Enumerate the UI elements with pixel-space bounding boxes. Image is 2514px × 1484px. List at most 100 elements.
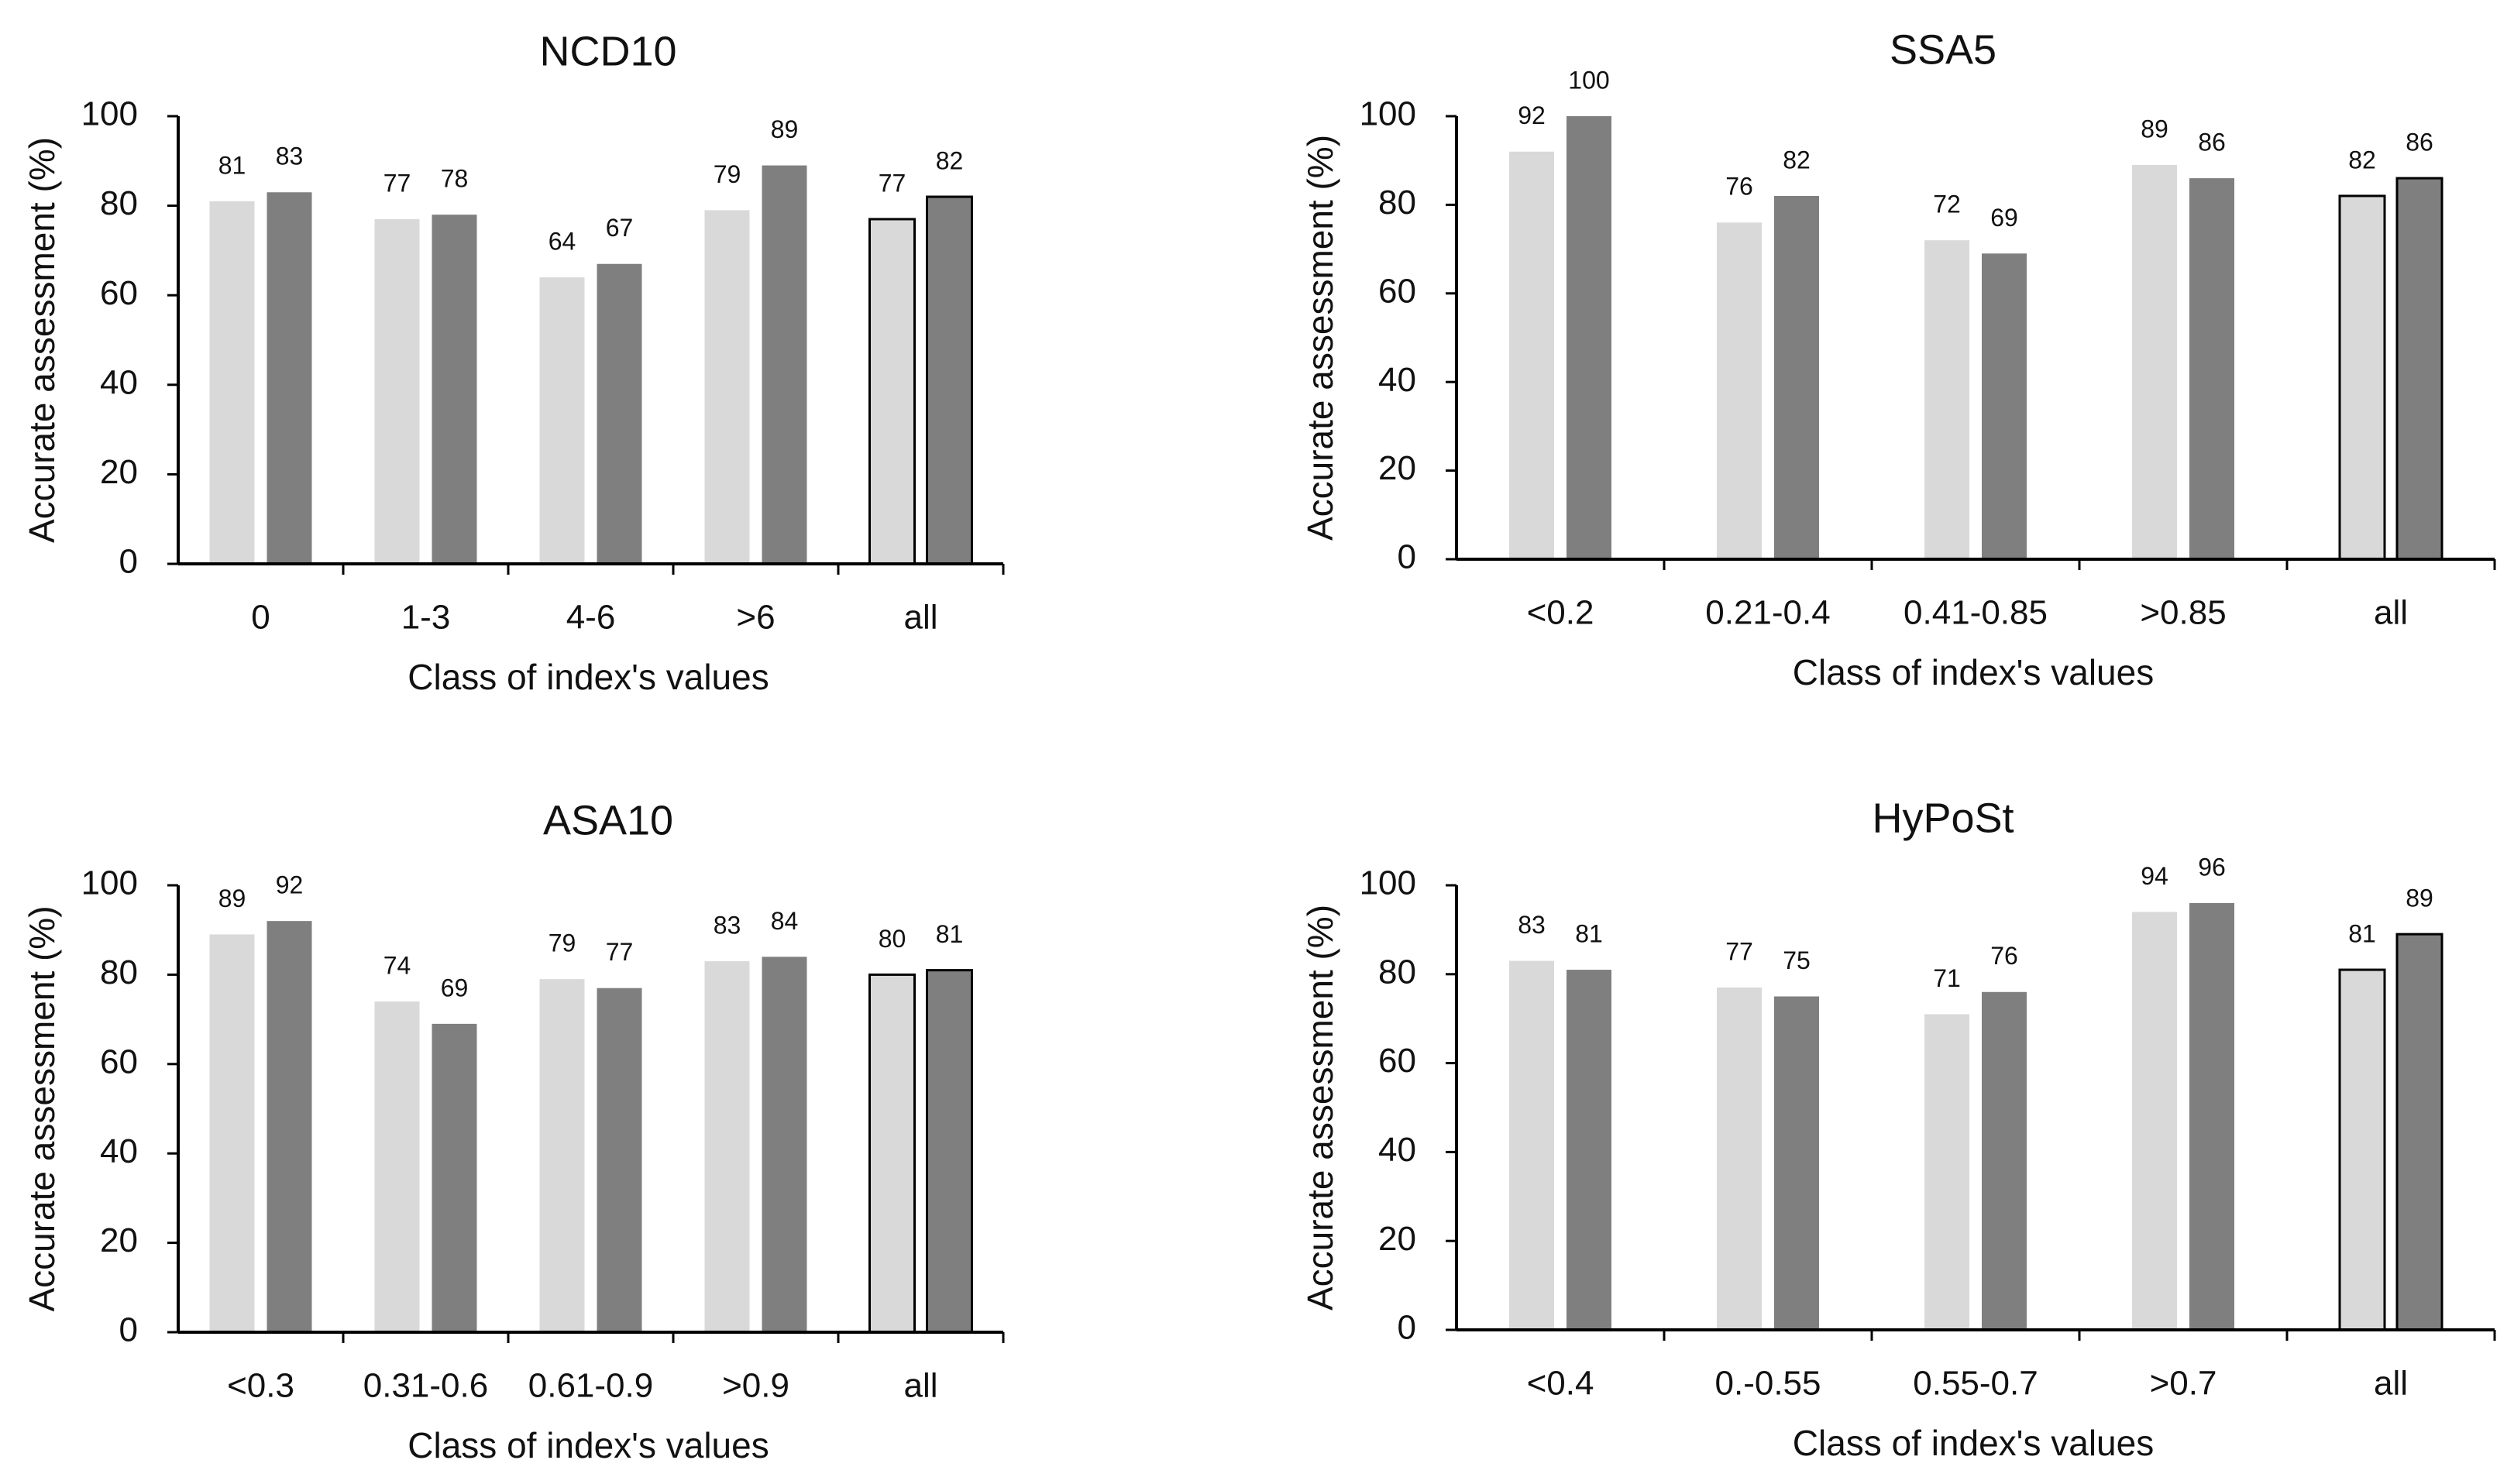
chart-panel-4: HyPoSt Accurate assessment (%) Class of in… (1300, 795, 2496, 1463)
data-label: 76 (1725, 173, 1753, 201)
data-label: 77 (1725, 937, 1753, 965)
x-axis-title: Class of index's values (408, 1425, 769, 1465)
data-label: 92 (1518, 101, 1546, 129)
data-label: 74 (383, 951, 411, 979)
chart-panel-2: SSA5 Accurate assessment (%) Class of inde… (1300, 26, 2496, 692)
data-label: 89 (2406, 885, 2433, 912)
chart-title: HyPoSt (1872, 795, 2014, 841)
y-tick-label: 80 (100, 953, 138, 991)
data-label: 69 (1990, 204, 2018, 232)
x-tick-label: 4-6 (566, 599, 616, 637)
x-tick-label: 0.-0.55 (1715, 1365, 1821, 1403)
x-tick-label: <0.4 (1527, 1365, 1594, 1403)
data-label: 81 (2348, 920, 2376, 948)
data-label: 82 (1783, 146, 1811, 173)
data-label: 86 (2198, 129, 2226, 156)
x-tick-label: all (2374, 1365, 2408, 1403)
bar-1-1 (1509, 151, 1554, 559)
chart-title: NCD10 (539, 28, 676, 74)
y-tick-label: 20 (100, 1221, 138, 1259)
x-tick-label: 0.31-0.6 (363, 1367, 488, 1405)
y-tick-label: 60 (1378, 1042, 1416, 1080)
data-label: 96 (2198, 853, 2226, 881)
data-label: 81 (936, 920, 964, 948)
x-tick-label: 1-3 (401, 599, 451, 637)
x-tick-label: <0.3 (227, 1367, 294, 1405)
data-label: 77 (383, 169, 411, 197)
y-tick-label: 80 (100, 184, 138, 222)
data-label: 89 (218, 885, 246, 912)
y-tick-label: 80 (1378, 953, 1416, 991)
bar-1-4 (704, 210, 750, 564)
bar-1-5 (868, 218, 916, 565)
data-label: 81 (218, 151, 246, 179)
x-tick-label: <0.2 (1527, 594, 1594, 632)
y-axis-title: Accurate assessment (%) (22, 137, 62, 543)
bar-1-3 (539, 277, 585, 564)
y-tick-label: 0 (1398, 538, 1416, 576)
data-label: 76 (1990, 942, 2018, 970)
bar-2-3 (1982, 991, 2027, 1330)
x-tick-label: all (2374, 594, 2408, 632)
chart-title: SSA5 (1890, 26, 1996, 73)
bar-2-4 (2189, 178, 2234, 559)
chart-panel-1: NCD10 Accurate assessment (%) Class of ind… (22, 28, 1005, 697)
x-axis-title: Class of index's values (408, 657, 769, 697)
data-label: 78 (441, 165, 469, 193)
y-tick-label: 40 (100, 363, 138, 401)
data-label: 84 (771, 907, 799, 935)
data-label: 86 (2406, 129, 2433, 156)
data-label: 83 (276, 143, 304, 170)
data-label: 81 (1575, 920, 1603, 948)
y-tick-label: 0 (119, 1311, 138, 1349)
y-tick-label: 0 (1398, 1309, 1416, 1347)
bar-2-2 (1774, 195, 1819, 559)
y-axis-title: Accurate assessment (%) (1300, 905, 1340, 1311)
bar-2-4 (762, 165, 807, 564)
data-label: 67 (606, 214, 634, 242)
bar-2-2 (432, 1023, 477, 1332)
x-axis-title: Class of index's values (1793, 652, 2154, 692)
y-tick-label: 60 (100, 274, 138, 312)
y-axis-title: Accurate assessment (%) (1300, 135, 1340, 541)
bar-2-4 (2189, 902, 2234, 1330)
bar-2-1 (267, 192, 312, 564)
bar-2-3 (597, 263, 642, 564)
data-label: 75 (1783, 946, 1811, 974)
bar-2-5 (2395, 933, 2443, 1331)
bar-2-1 (267, 921, 312, 1332)
bar-1-2 (1717, 988, 1762, 1330)
data-label: 77 (879, 169, 906, 197)
data-label: 83 (1518, 911, 1546, 939)
bar-2-3 (597, 988, 642, 1332)
bar-1-3 (1924, 1014, 1969, 1330)
y-tick-label: 40 (1378, 361, 1416, 399)
x-tick-label: >0.85 (2140, 594, 2226, 632)
x-tick-label: 0.41-0.85 (1904, 594, 2048, 632)
x-tick-label: >0.9 (722, 1367, 789, 1405)
bar-2-5 (926, 195, 973, 565)
x-tick-label: >0.7 (2150, 1365, 2217, 1403)
data-label: 82 (936, 146, 964, 174)
x-tick-label: 0 (251, 599, 270, 637)
bar-2-3 (1982, 253, 2027, 559)
bar-2-4 (762, 957, 807, 1332)
y-tick-label: 40 (1378, 1131, 1416, 1169)
data-label: 79 (549, 929, 576, 957)
x-tick-label: >6 (736, 599, 775, 637)
bar-1-1 (209, 201, 255, 564)
bar-2-5 (926, 969, 973, 1334)
bar-1-4 (2132, 912, 2177, 1330)
y-tick-label: 100 (1360, 95, 1416, 133)
chart-panel-3: ASA10 Accurate assessment (%) Class of ind… (22, 797, 1005, 1465)
bar-1-5 (2338, 968, 2386, 1331)
y-axis-title: Accurate assessment (%) (22, 905, 62, 1311)
data-label: 94 (2141, 862, 2168, 890)
y-tick-label: 20 (1378, 1220, 1416, 1258)
y-tick-label: 100 (1360, 864, 1416, 902)
data-label: 89 (2141, 115, 2168, 143)
bar-2-2 (432, 215, 477, 564)
bar-1-4 (704, 961, 750, 1332)
bar-1-1 (1509, 960, 1554, 1330)
